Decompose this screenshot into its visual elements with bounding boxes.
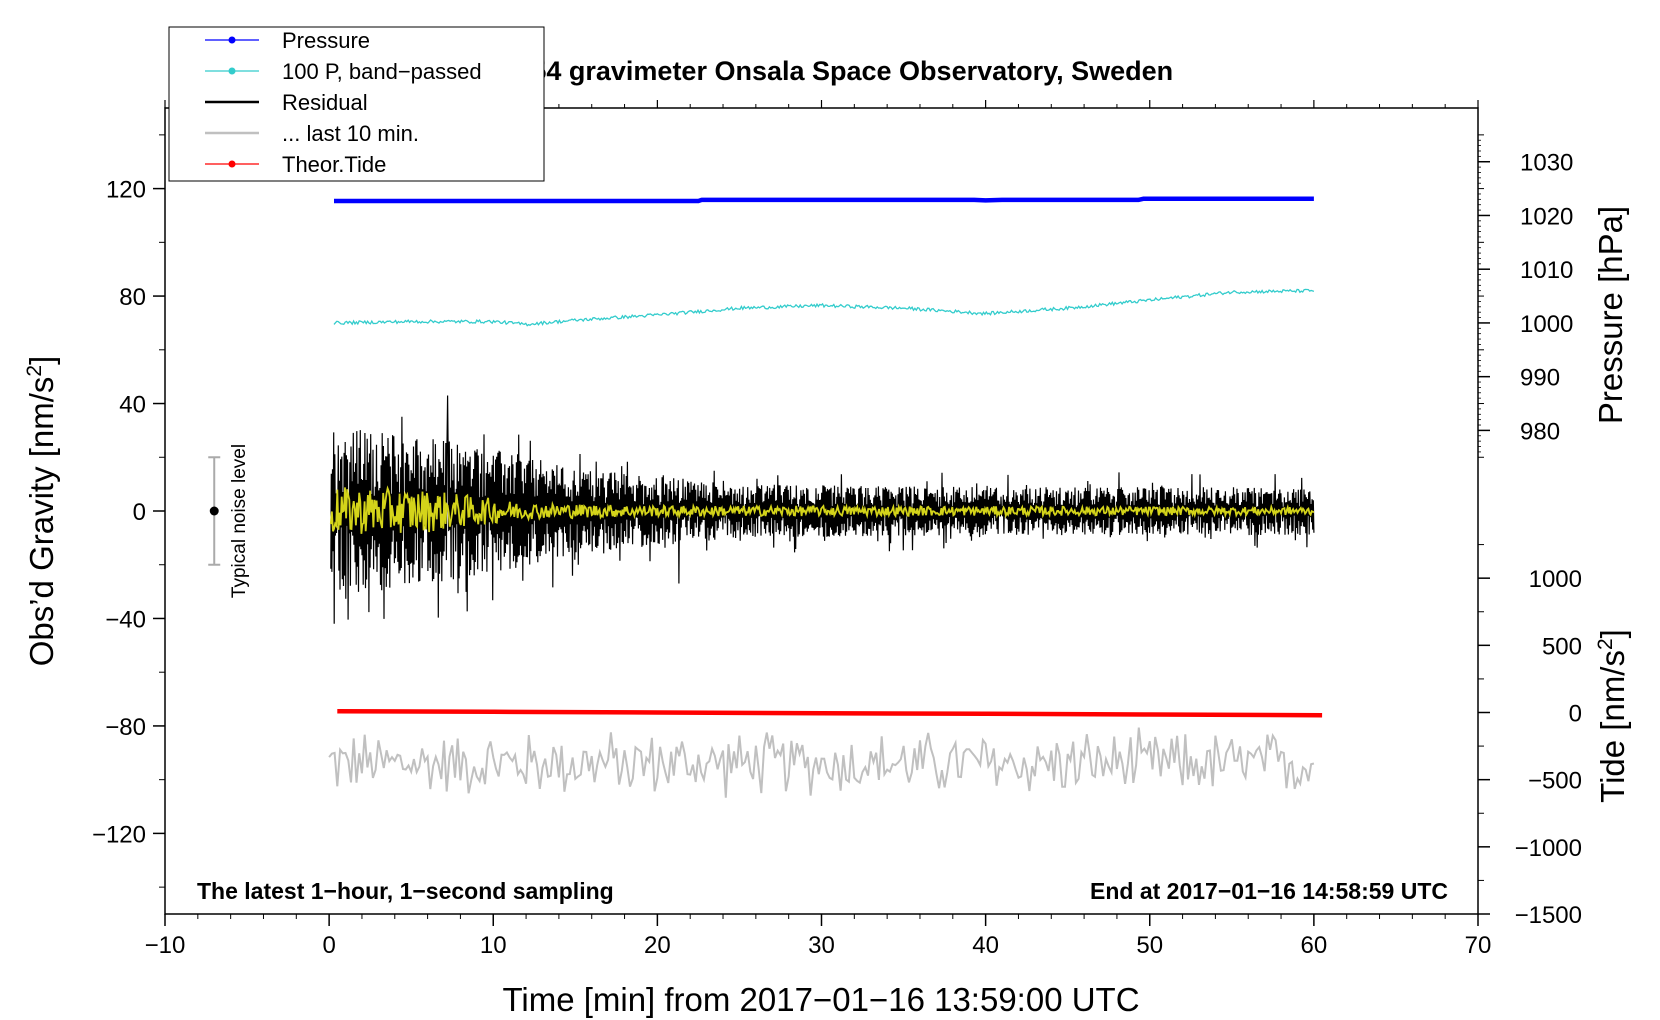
series-band-passed-pressure (333, 288, 1315, 327)
annotation-sampling: The latest 1−hour, 1−second sampling (197, 878, 614, 904)
x-tick-label: 40 (972, 932, 999, 959)
pressure-tick-label: 1010 (1520, 257, 1573, 284)
tide-tick-label: −500 (1528, 768, 1582, 795)
legend-marker (228, 36, 236, 44)
series-theor-tide (337, 708, 1323, 718)
x-tick-label: 30 (808, 932, 835, 959)
legend: Pressure 100 P, band−passed Residual ... la… (168, 26, 545, 182)
y-tick-label: −40 (105, 606, 146, 633)
x-tick-label: 0 (322, 932, 335, 959)
tide-tick-label: 0 (1569, 701, 1582, 728)
tide-axis-label: Tide [nm/s2] (1594, 629, 1631, 803)
y-axis-label-sup: 2 (23, 365, 46, 377)
legend-label: Residual (282, 90, 368, 115)
x-tick-label: 60 (1301, 932, 1328, 959)
legend-box (168, 26, 545, 182)
y-tick-label: 80 (119, 284, 146, 311)
y-axis-label: Obs’d Gravity [nm/s2] (23, 356, 60, 667)
legend-marker (228, 160, 236, 168)
y-tick-label: −80 (105, 714, 146, 741)
y-axis-label-end: ] (23, 356, 60, 365)
pressure-axis-label: Pressure [hPa] (1592, 206, 1629, 424)
x-tick-label: 70 (1465, 932, 1492, 959)
tide-axis-label-sup: 2 (1594, 638, 1617, 650)
legend-label: Pressure (282, 28, 370, 53)
legend-label: 100 P, band−passed (282, 59, 482, 84)
x-tick-label: −10 (145, 932, 186, 959)
pressure-tick-label: 1000 (1520, 311, 1573, 338)
noise-dot (209, 506, 219, 516)
chart-title: SCG_054 gravimeter Onsala Space Observat… (443, 56, 1173, 86)
pressure-tick-label: 1020 (1520, 203, 1573, 230)
noise-label: Typical noise level (229, 444, 250, 598)
legend-label: Theor.Tide (282, 152, 386, 177)
tide-tick-label: −1500 (1515, 902, 1582, 929)
series-smoothed-residual (329, 485, 1315, 534)
legend-marker (228, 67, 236, 75)
tide-tick-label: 1000 (1529, 566, 1582, 593)
pressure-tick-label: 990 (1520, 365, 1560, 392)
noise-marker: Typical noise level (208, 444, 250, 598)
tide-axis-label-main: Tide [nm/s (1594, 650, 1631, 803)
series-pressure (334, 196, 1314, 204)
x-tick-label: 10 (480, 932, 507, 959)
x-axis-label: Time [min] from 2017−01−16 13:59:00 UTC (502, 981, 1139, 1018)
x-tick-label: 20 (644, 932, 671, 959)
y-tick-label: 120 (106, 177, 146, 204)
annotation-end-time: End at 2017−01−16 14:58:59 UTC (1090, 878, 1448, 904)
legend-label: ... last 10 min. (282, 121, 419, 146)
y-axis-label-main: Obs’d Gravity [nm/s (23, 377, 60, 667)
series-residual (330, 395, 1315, 624)
pressure-tick-label: 1030 (1520, 150, 1573, 177)
y-tick-label: −120 (92, 821, 146, 848)
tide-tick-label: 500 (1542, 633, 1582, 660)
pressure-tick-label: 980 (1520, 418, 1560, 445)
series-last-10-min (328, 727, 1315, 798)
y-tick-label: 40 (119, 392, 146, 419)
y-tick-label: 0 (133, 499, 146, 526)
tide-tick-label: −1000 (1515, 835, 1582, 862)
tide-axis-label-end: ] (1594, 629, 1631, 638)
x-tick-label: 50 (1136, 932, 1163, 959)
